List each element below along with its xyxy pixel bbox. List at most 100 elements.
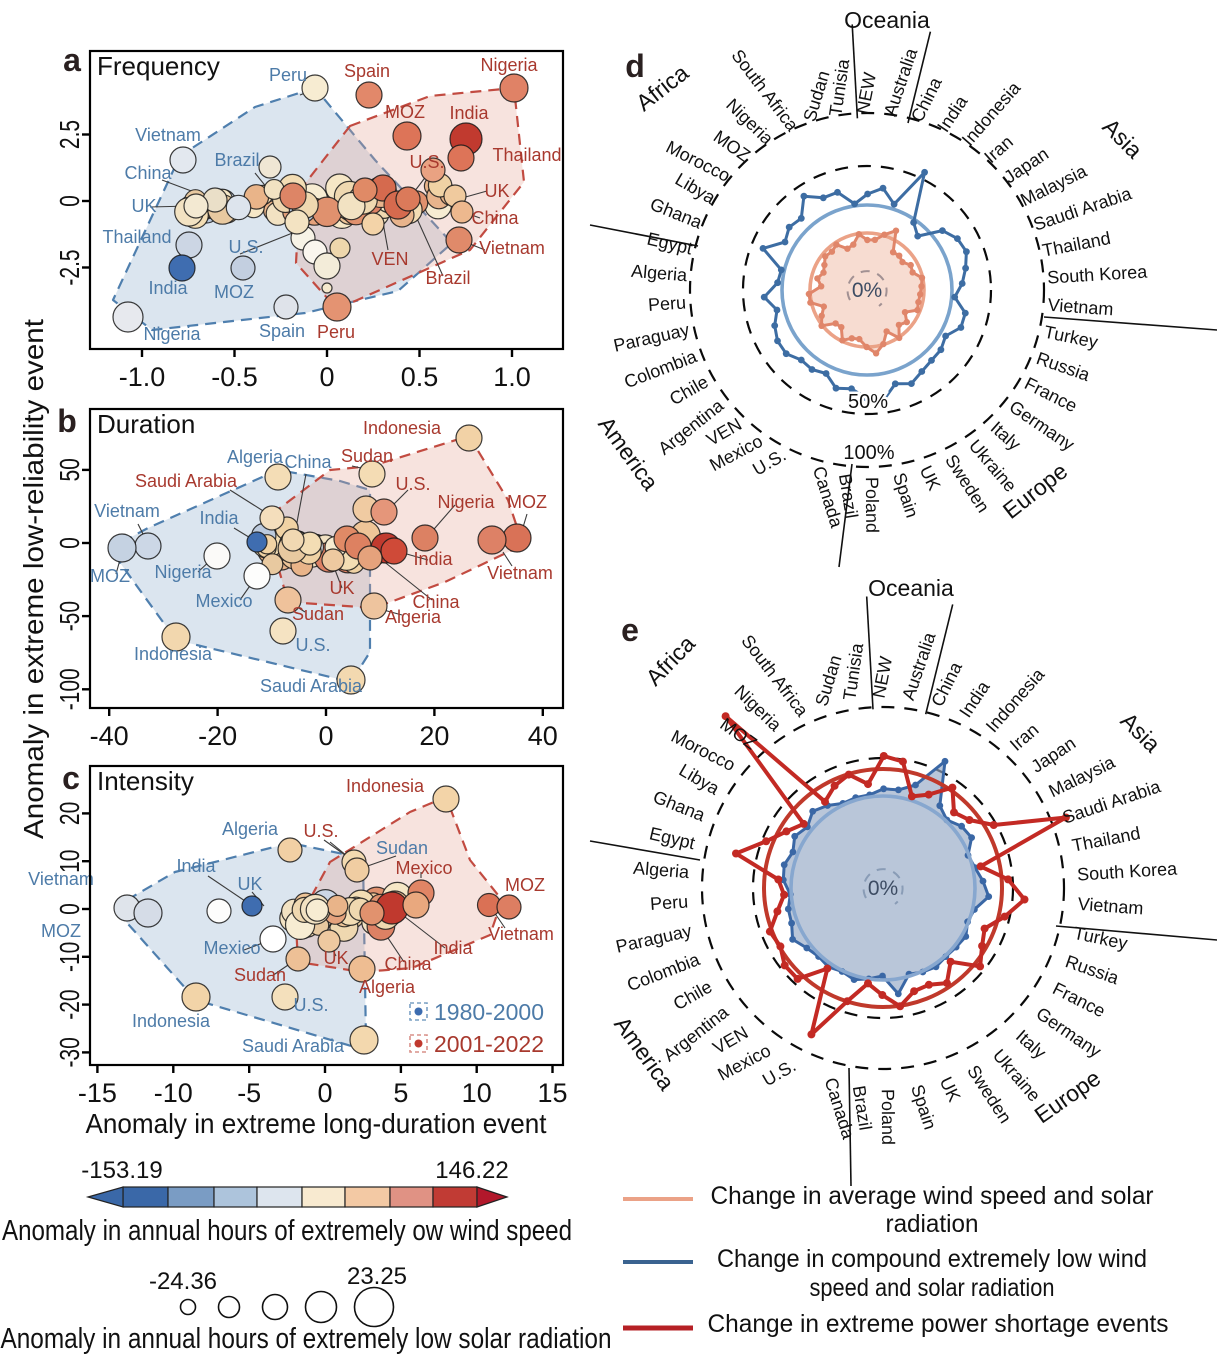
- svg-text:India: India: [433, 938, 473, 958]
- svg-text:Change in compound extremely l: Change in compound extremely low wind: [717, 1245, 1147, 1273]
- svg-text:Oceania: Oceania: [868, 575, 954, 601]
- svg-text:Sudan: Sudan: [376, 838, 428, 858]
- svg-text:50%: 50%: [848, 391, 888, 413]
- svg-text:MOZ: MOZ: [507, 492, 547, 512]
- svg-text:-50: -50: [54, 601, 85, 631]
- svg-text:1980-2000: 1980-2000: [434, 999, 544, 1025]
- svg-text:Indonesia: Indonesia: [132, 1011, 211, 1031]
- svg-text:2.5: 2.5: [54, 120, 85, 149]
- svg-text:Algeria: Algeria: [630, 261, 688, 286]
- svg-text:-2.5: -2.5: [54, 249, 85, 285]
- svg-text:Sudan: Sudan: [292, 604, 344, 624]
- svg-text:20: 20: [54, 802, 85, 825]
- svg-text:MOZ: MOZ: [505, 875, 545, 895]
- svg-text:Mexico: Mexico: [395, 858, 452, 878]
- svg-text:Anomaly in extreme long-durati: Anomaly in extreme long-duration event: [86, 1108, 547, 1139]
- svg-text:Vietnam: Vietnam: [1077, 894, 1144, 919]
- svg-text:speed and solar radiation: speed and solar radiation: [810, 1274, 1055, 1302]
- svg-text:Change in extreme power shorta: Change in extreme power shortage events: [708, 1310, 1169, 1338]
- svg-text:a: a: [63, 42, 81, 78]
- svg-text:0.5: 0.5: [401, 362, 439, 392]
- svg-text:Poland: Poland: [862, 477, 882, 533]
- svg-text:Nigeria: Nigeria: [154, 562, 212, 582]
- svg-text:U.S.: U.S.: [295, 635, 330, 655]
- svg-text:Change in average wind speed a: Change in average wind speed and solar: [711, 1182, 1154, 1210]
- svg-text:Sudan: Sudan: [341, 446, 393, 466]
- svg-text:UK: UK: [237, 874, 262, 894]
- svg-text:India: India: [199, 508, 239, 528]
- svg-text:Algeria: Algeria: [227, 447, 284, 467]
- svg-text:Algeria: Algeria: [222, 819, 279, 839]
- svg-text:China: China: [384, 954, 432, 974]
- svg-text:15: 15: [537, 1078, 567, 1108]
- svg-text:Poland: Poland: [878, 1089, 898, 1145]
- svg-text:Peru: Peru: [269, 65, 307, 85]
- svg-text:Indonesia: Indonesia: [134, 644, 213, 664]
- svg-text:100%: 100%: [843, 442, 894, 464]
- svg-text:VEN: VEN: [371, 249, 408, 269]
- svg-text:Nigeria: Nigeria: [480, 55, 538, 75]
- svg-text:Anomaly in annual hours of ext: Anomaly in annual hours of extremely ow …: [2, 1215, 572, 1247]
- svg-text:Mexico: Mexico: [203, 938, 260, 958]
- svg-text:MOZ: MOZ: [385, 102, 425, 122]
- svg-text:50: 50: [54, 458, 85, 481]
- svg-text:MOZ: MOZ: [41, 921, 81, 941]
- svg-text:UK: UK: [131, 196, 156, 216]
- svg-text:-40: -40: [90, 721, 129, 751]
- svg-text:20: 20: [419, 721, 449, 751]
- svg-text:U.S.: U.S.: [303, 821, 338, 841]
- svg-text:Algeria: Algeria: [385, 607, 442, 627]
- svg-text:Indonesia: Indonesia: [363, 418, 442, 438]
- svg-text:Thailand: Thailand: [492, 145, 561, 165]
- svg-text:-10: -10: [54, 942, 85, 972]
- svg-text:0%: 0%: [868, 877, 898, 900]
- svg-text:India: India: [148, 278, 188, 298]
- svg-text:Vietnam: Vietnam: [1047, 295, 1114, 320]
- svg-text:Anomaly in extreme low-reliabi: Anomaly in extreme low-reliability event: [18, 319, 49, 839]
- svg-text:Nigeria: Nigeria: [437, 492, 495, 512]
- svg-text:-5: -5: [237, 1078, 261, 1108]
- svg-text:10: 10: [54, 850, 85, 873]
- svg-text:Spain: Spain: [344, 61, 390, 81]
- svg-text:Vietnam: Vietnam: [94, 501, 160, 521]
- svg-text:UK: UK: [329, 578, 354, 598]
- svg-text:-20: -20: [198, 721, 237, 751]
- svg-text:Vietnam: Vietnam: [135, 125, 201, 145]
- svg-text:-1.0: -1.0: [119, 362, 166, 392]
- svg-text:0: 0: [319, 362, 334, 392]
- svg-text:Peru: Peru: [317, 322, 355, 342]
- svg-text:0: 0: [54, 903, 85, 915]
- svg-text:10: 10: [462, 1078, 492, 1108]
- svg-text:Spain: Spain: [259, 321, 305, 341]
- svg-text:-24.36: -24.36: [149, 1268, 217, 1295]
- svg-text:Intensity: Intensity: [97, 766, 194, 796]
- svg-text:-0.5: -0.5: [211, 362, 258, 392]
- svg-text:Vietnam: Vietnam: [28, 869, 94, 889]
- svg-text:Frequency: Frequency: [97, 51, 220, 81]
- svg-text:0%: 0%: [852, 279, 882, 302]
- svg-text:UK: UK: [323, 948, 348, 968]
- svg-text:Saudi Arabia: Saudi Arabia: [135, 471, 238, 491]
- svg-text:China: China: [284, 452, 332, 472]
- svg-text:India: India: [413, 549, 453, 569]
- svg-text:Indonesia: Indonesia: [346, 776, 425, 796]
- svg-text:40: 40: [528, 721, 558, 751]
- svg-text:-20: -20: [54, 989, 85, 1019]
- svg-text:Mexico: Mexico: [195, 591, 252, 611]
- svg-text:Peru: Peru: [649, 891, 688, 914]
- svg-text:Thailand: Thailand: [102, 227, 171, 247]
- svg-text:UK: UK: [484, 181, 509, 201]
- svg-text:U.S.: U.S.: [409, 152, 444, 172]
- svg-text:b: b: [57, 403, 77, 439]
- svg-text:Brazil: Brazil: [425, 268, 470, 288]
- svg-text:China: China: [471, 208, 519, 228]
- svg-text:India: India: [176, 856, 216, 876]
- svg-text:-100: -100: [54, 668, 85, 710]
- svg-text:1.0: 1.0: [493, 362, 531, 392]
- svg-text:radiation: radiation: [886, 1210, 979, 1238]
- svg-text:Algeria: Algeria: [632, 858, 690, 883]
- svg-text:MOZ: MOZ: [214, 282, 254, 302]
- svg-text:Nigeria: Nigeria: [143, 324, 201, 344]
- svg-text:China: China: [124, 163, 172, 183]
- svg-text:MOZ: MOZ: [90, 566, 130, 586]
